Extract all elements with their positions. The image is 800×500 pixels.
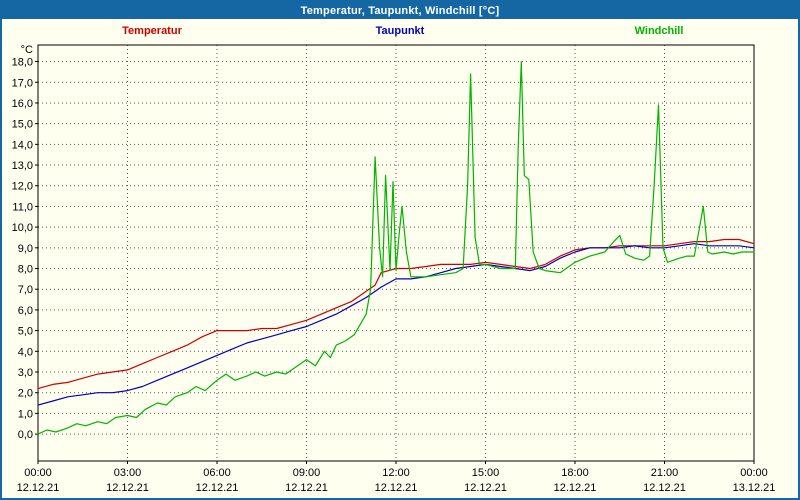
svg-text:12.12.21: 12.12.21 [375, 482, 418, 494]
svg-text:2,0: 2,0 [18, 388, 33, 400]
svg-text:13,0: 13,0 [12, 160, 33, 172]
svg-text:11,0: 11,0 [12, 201, 33, 213]
svg-text:0,0: 0,0 [18, 429, 33, 441]
svg-text:00:00: 00:00 [740, 467, 768, 479]
svg-text:7,0: 7,0 [18, 284, 33, 296]
svg-text:9,0: 9,0 [18, 243, 33, 255]
svg-text:4,0: 4,0 [18, 346, 33, 358]
svg-text:12.12.21: 12.12.21 [17, 482, 60, 494]
svg-text:15,0: 15,0 [12, 119, 33, 131]
svg-text:06:00: 06:00 [203, 467, 231, 479]
legend-taupunkt: Taupunkt [375, 25, 425, 37]
svg-text:12:00: 12:00 [382, 467, 410, 479]
legend: Temperatur Taupunkt Windchill [2, 25, 798, 40]
svg-text:12.12.21: 12.12.21 [554, 482, 597, 494]
legend-temperatur: Temperatur [122, 25, 182, 37]
svg-text:13.12.21: 13.12.21 [733, 482, 776, 494]
svg-text:12.12.21: 12.12.21 [285, 482, 328, 494]
svg-text:12.12.21: 12.12.21 [196, 482, 239, 494]
svg-text:12.12.21: 12.12.21 [464, 482, 507, 494]
svg-text:15:00: 15:00 [472, 467, 500, 479]
svg-text:12,0: 12,0 [12, 181, 33, 193]
svg-text:1,0: 1,0 [18, 408, 33, 420]
chart-title: Temperatur, Taupunkt, Windchill [°C] [2, 2, 798, 19]
svg-text:6,0: 6,0 [18, 305, 33, 317]
svg-text:17,0: 17,0 [12, 77, 33, 89]
svg-text:10,0: 10,0 [12, 222, 33, 234]
legend-windchill: Windchill [634, 25, 684, 37]
svg-text:21:00: 21:00 [651, 467, 679, 479]
svg-text:16,0: 16,0 [12, 98, 33, 110]
svg-text:00:00: 00:00 [24, 467, 52, 479]
svg-text:18,0: 18,0 [12, 57, 33, 69]
svg-text:14,0: 14,0 [12, 139, 33, 151]
svg-text:3,0: 3,0 [18, 367, 33, 379]
svg-text:12.12.21: 12.12.21 [106, 482, 149, 494]
svg-text:12.12.21: 12.12.21 [643, 482, 686, 494]
svg-text:8,0: 8,0 [18, 264, 33, 276]
svg-text:5,0: 5,0 [18, 326, 33, 338]
svg-text:°C: °C [21, 44, 33, 56]
svg-text:09:00: 09:00 [293, 467, 321, 479]
svg-text:18:00: 18:00 [561, 467, 589, 479]
svg-text:03:00: 03:00 [114, 467, 142, 479]
